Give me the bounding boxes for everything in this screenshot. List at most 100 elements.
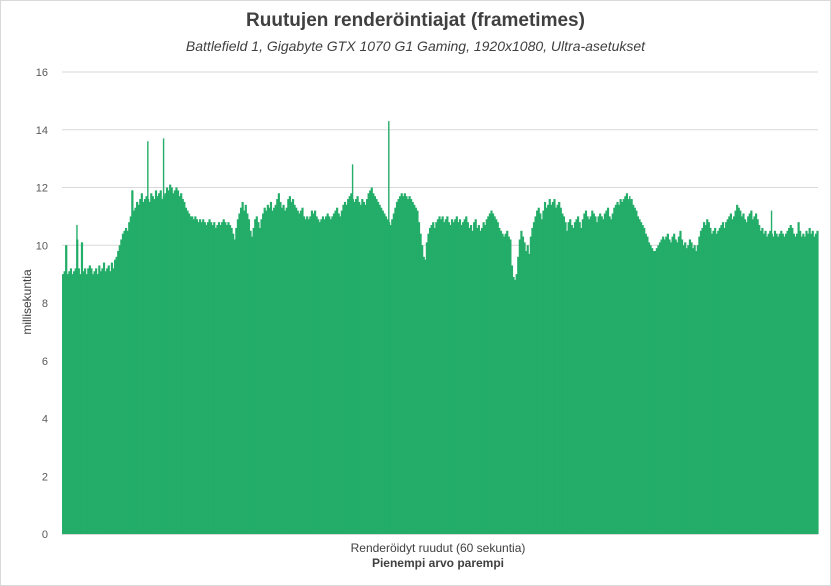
frametime-bar: [436, 219, 440, 534]
frametime-bar: [780, 230, 783, 534]
frametime-bar: [82, 271, 85, 534]
frametime-bar: [660, 239, 663, 535]
y-tick-label: 6: [42, 356, 48, 368]
frametime-bar: [391, 219, 394, 534]
frametime-bar: [208, 219, 211, 534]
frametime-bar: [402, 196, 405, 534]
frametime-bar: [367, 193, 370, 534]
frametime-bar: [354, 199, 358, 535]
frametime-bar: [499, 230, 503, 534]
frametime-bar: [559, 207, 562, 534]
frametime-bar: [139, 199, 142, 535]
frametime-bar: [446, 216, 449, 535]
frametime-bar: [567, 222, 570, 534]
frametime-bar: [710, 233, 714, 534]
frametime-bar: [136, 201, 139, 534]
frametime-bar: [165, 187, 169, 534]
frametime-bar: [712, 230, 715, 534]
frametime-bar: [307, 219, 310, 534]
frametime-bar: [102, 262, 106, 534]
frametime-bar: [578, 222, 581, 534]
frametime-bar: [200, 222, 203, 534]
frametime-bar: [202, 219, 205, 534]
frametime-bar: [125, 227, 128, 534]
frametime-bar: [488, 213, 491, 535]
frametime-bar: [262, 213, 265, 535]
frametime-bar: [808, 227, 811, 534]
frametime-bar: [419, 233, 422, 534]
frametime-bar: [314, 210, 317, 534]
frametime-bar: [646, 236, 649, 534]
frametime-bar: [658, 242, 662, 535]
frametime-bar: [725, 222, 728, 534]
frametime-bar: [551, 201, 554, 534]
frametime-bar: [258, 227, 262, 534]
frametime-bar: [732, 216, 736, 535]
frametime-bar: [507, 236, 510, 534]
frametime-bar: [473, 222, 476, 534]
frametime-bar: [175, 187, 178, 534]
frametime-bar: [430, 225, 433, 535]
frametime-bar: [547, 204, 550, 534]
frametime-bar: [427, 233, 430, 534]
frametime-bar: [814, 233, 818, 534]
frametime-bar: [109, 271, 112, 534]
frametime-bar: [73, 271, 76, 534]
frametime-bar: [586, 216, 589, 535]
frametime-bar: [191, 216, 194, 535]
frametime-bar: [786, 230, 789, 534]
frametime-bar: [454, 219, 457, 534]
frametime-bar: [485, 219, 488, 534]
frametime-bar: [610, 219, 613, 534]
frametime-bar: [573, 222, 577, 534]
frametime-bar: [641, 225, 644, 535]
frametime-bar: [277, 193, 280, 534]
frametime-bar: [617, 204, 621, 534]
frametime-bar: [225, 225, 228, 535]
frametime-bar: [721, 222, 725, 534]
frametime-bar: [767, 233, 770, 534]
frametime-bar: [471, 230, 474, 534]
frametime-bar: [603, 213, 606, 535]
frametime-bar: [189, 216, 192, 535]
frametime-bar: [537, 207, 540, 534]
frametime-bar: [444, 219, 447, 534]
frametime-bar: [425, 242, 428, 535]
frametime-bar: [720, 225, 723, 535]
frametime-bar: [554, 207, 558, 534]
frametime-bar: [753, 216, 756, 535]
frametime-bar: [221, 222, 224, 534]
frametime-bar: [761, 227, 764, 534]
frametime-bar: [238, 213, 241, 535]
frametime-bar: [310, 210, 314, 534]
frametime-bar: [414, 207, 417, 534]
frametime-bar: [525, 251, 528, 534]
frametime-bar: [688, 239, 692, 535]
frametime-bar: [715, 233, 718, 534]
frametime-bar: [758, 225, 761, 535]
frametime-bar: [493, 216, 496, 535]
frametime-bar: [235, 227, 238, 534]
frametime-bar: [806, 233, 810, 534]
frametime-bar: [684, 242, 687, 535]
frametime-bar: [239, 207, 243, 534]
frametime-bar: [205, 225, 208, 535]
frametime-bar: [243, 210, 246, 534]
frametime-bar: [737, 207, 740, 534]
frametime-bar: [93, 271, 96, 534]
frametime-bar: [791, 227, 794, 534]
frametime-bar: [569, 219, 572, 534]
frametime-bar: [498, 227, 501, 534]
frametime-bar: [468, 227, 471, 534]
frametime-bar: [342, 204, 345, 534]
frametime-bar: [748, 213, 751, 535]
frametime-bar: [600, 216, 603, 535]
frametime-bar: [788, 227, 791, 534]
frametime-bar: [181, 199, 184, 535]
frametime-bar: [750, 210, 753, 534]
frametime-bar: [301, 207, 304, 534]
frametime-bar: [611, 213, 614, 535]
frametime-bar: [211, 225, 214, 535]
frametime-bar: [548, 199, 551, 535]
frametime-bar: [77, 268, 80, 534]
